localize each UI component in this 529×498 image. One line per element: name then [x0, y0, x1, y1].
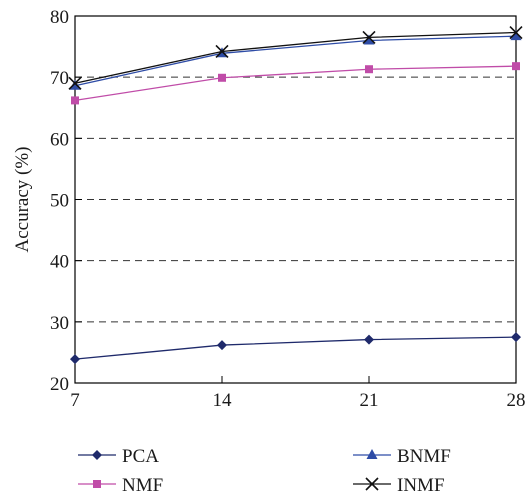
data-point-inmf	[215, 44, 229, 59]
legend-item-inmf: INMF	[353, 475, 445, 496]
series-pca	[70, 332, 521, 365]
x-tick-label: 21	[360, 390, 379, 411]
data-point-pca	[511, 332, 521, 343]
series-line-inmf	[74, 31, 517, 84]
data-point-inmf	[362, 30, 376, 44]
y-tick-label: 40	[50, 252, 69, 273]
legend-marker	[366, 449, 378, 459]
x-tick-label: 28	[507, 390, 526, 411]
data-point-nmf	[218, 73, 226, 82]
series-bnmf	[69, 30, 522, 90]
data-point-pca	[217, 340, 227, 351]
series-nmf	[71, 62, 520, 105]
data-point-nmf	[365, 65, 373, 74]
legend-item-pca: PCA	[78, 446, 159, 467]
series-line-bnmf	[74, 35, 517, 87]
x-tick-label: 14	[213, 390, 233, 411]
y-tick-label: 60	[50, 129, 69, 150]
data-point-inmf	[68, 76, 82, 90]
legend-item-bnmf: BNMF	[353, 446, 451, 467]
y-tick-label: 70	[50, 68, 69, 89]
data-point-bnmf	[69, 79, 81, 90]
series-line-pca	[74, 336, 517, 360]
y-tick-label: 30	[50, 313, 69, 334]
x-axis-ticks: 7 14 21 28	[70, 376, 526, 411]
series-line-nmf	[74, 65, 517, 102]
series-inmf	[68, 25, 523, 90]
y-tick-label: 50	[50, 191, 69, 212]
y-tick-label: 80	[50, 7, 69, 28]
data-point-inmf	[509, 25, 523, 40]
legend-marker	[365, 477, 379, 491]
legend: PCA NMF BNMF INMF	[78, 446, 451, 496]
x-tick-label: 7	[70, 390, 80, 411]
legend-label: BNMF	[397, 446, 451, 467]
grid-lines	[75, 76, 516, 323]
data-point-bnmf	[510, 30, 522, 41]
data-point-pca	[70, 354, 80, 365]
legend-marker	[92, 450, 102, 460]
data-point-nmf	[71, 96, 79, 105]
series-group	[68, 25, 523, 365]
legend-marker	[93, 480, 101, 488]
y-tick-label: 20	[50, 374, 69, 395]
legend-label: NMF	[122, 475, 163, 496]
y-axis-label: Accuracy (%)	[12, 146, 33, 252]
data-point-nmf	[512, 62, 520, 71]
data-point-bnmf	[363, 34, 375, 45]
y-axis-ticks: 20 30 40 50 60 70 80	[50, 7, 82, 395]
legend-label: PCA	[122, 446, 159, 467]
legend-label: INMF	[397, 475, 445, 496]
data-point-pca	[364, 334, 374, 345]
legend-item-nmf: NMF	[78, 475, 163, 496]
